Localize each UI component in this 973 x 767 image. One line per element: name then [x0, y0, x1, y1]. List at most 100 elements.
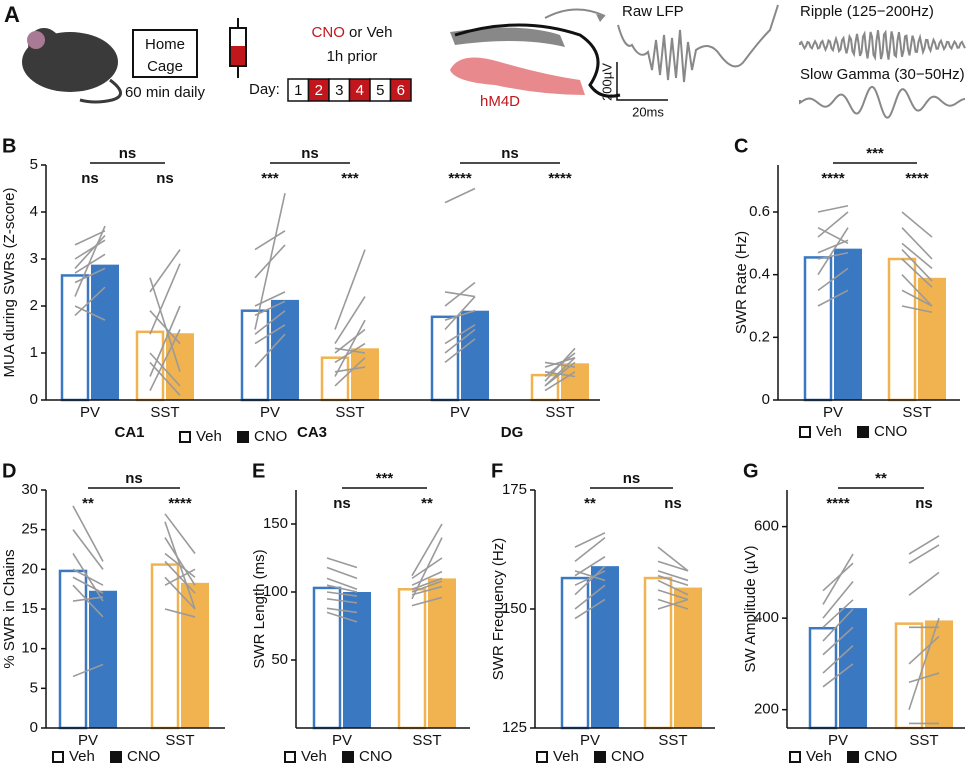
legend-label: Veh — [69, 748, 95, 765]
sig-label: ns — [156, 170, 174, 187]
pair-line — [444, 324, 476, 345]
bar — [89, 590, 117, 728]
y-tick-label: 175 — [502, 481, 527, 498]
y-axis-label: SWR Rate (Hz) — [733, 231, 750, 334]
legend-swatch — [179, 431, 191, 443]
pair-line — [149, 249, 181, 293]
pair-line — [657, 579, 689, 596]
schematic: A Home Cage 60 min daily CNO or Veh 1h p… — [4, 2, 966, 119]
sig-label: **** — [548, 170, 572, 187]
pair-line — [72, 529, 104, 570]
sig-label: *** — [376, 470, 394, 487]
pair-line — [411, 557, 443, 580]
legend-swatch — [857, 426, 869, 438]
pair-line — [657, 560, 689, 572]
x-tick-label: PV — [260, 404, 280, 421]
legend-label: Veh — [196, 428, 222, 445]
syringe-fluid — [231, 46, 245, 65]
y-tick-label: 125 — [502, 719, 527, 736]
panel-letter: B — [2, 135, 16, 157]
x-tick-label: SST — [150, 404, 179, 421]
pair-line — [164, 552, 196, 578]
pair-line — [164, 537, 196, 586]
pair-line — [411, 570, 443, 586]
y-tick-label: 0 — [30, 391, 38, 408]
cage-note: 60 min daily — [125, 84, 206, 101]
bar — [320, 356, 350, 402]
bar — [894, 622, 924, 730]
legend-swatch — [110, 751, 122, 763]
pair-line — [817, 211, 849, 238]
pair-line — [72, 505, 104, 562]
bar — [461, 310, 489, 400]
mouse-ear — [27, 31, 45, 49]
y-tick-label: 15 — [21, 600, 38, 617]
bar — [397, 588, 427, 730]
pair-line — [901, 274, 933, 307]
pair-line — [326, 577, 358, 591]
sig-label: *** — [866, 145, 884, 162]
y-tick-label: 600 — [754, 518, 779, 535]
pair-line — [149, 263, 181, 335]
y-tick-label: 1 — [30, 344, 38, 361]
pair-line — [411, 577, 443, 591]
legend-swatch — [799, 426, 811, 438]
pair-line — [544, 357, 576, 387]
legend-swatch — [536, 751, 548, 763]
pair-line — [72, 663, 104, 678]
scale-bar — [616, 62, 668, 101]
pair-line — [574, 532, 606, 548]
x-tick-label: PV — [332, 732, 352, 749]
legend-label: CNO — [127, 748, 160, 765]
panel-letter: A — [4, 2, 20, 27]
pair-line — [72, 596, 104, 602]
pair-line — [657, 574, 689, 586]
pair-line — [901, 305, 933, 314]
day-number: 6 — [397, 82, 405, 99]
timing: 1h prior — [327, 48, 378, 65]
pair-line — [149, 361, 181, 396]
drug-text: CNO or Veh — [312, 24, 393, 41]
y-axis-label: MUA during SWRs (Z-score) — [1, 187, 18, 377]
x-tick-label: PV — [78, 732, 98, 749]
mouse-tail — [79, 78, 122, 104]
raw-trace — [617, 4, 779, 83]
y-tick-label: 0 — [762, 391, 770, 408]
sig-label: ns — [333, 495, 351, 512]
pair-line — [164, 608, 196, 618]
pair-line — [149, 352, 181, 387]
pair-line — [411, 523, 443, 577]
x-tick-label: SST — [902, 404, 931, 421]
pair-line — [444, 328, 476, 354]
pair-line — [817, 239, 849, 254]
pair-line — [822, 626, 854, 656]
pair-line — [817, 267, 849, 291]
sig-label: ** — [82, 495, 94, 512]
legend-swatch — [594, 751, 606, 763]
pair-line — [72, 568, 104, 586]
bar — [803, 256, 833, 402]
day-box — [389, 78, 412, 102]
y-tick-label: 20 — [21, 560, 38, 577]
pair-line — [411, 585, 443, 596]
pair-line — [164, 576, 196, 610]
x-tick-label: PV — [828, 732, 848, 749]
arrow — [544, 8, 606, 19]
legend-label: CNO — [874, 423, 907, 440]
pair-line — [72, 576, 104, 594]
pair-line — [817, 289, 849, 307]
pair-line — [74, 267, 106, 284]
panel-letter: C — [734, 135, 748, 157]
pair-line — [901, 227, 933, 260]
day-number: 1 — [294, 82, 302, 99]
pair-line — [74, 239, 106, 260]
pair-line — [74, 234, 106, 269]
x-tick-label: PV — [450, 404, 470, 421]
pair-line — [74, 253, 106, 274]
pair-line — [74, 305, 106, 321]
pair-line — [74, 230, 106, 246]
pair-line — [334, 342, 366, 364]
bar — [560, 576, 590, 730]
hm4d-label: hM4D — [480, 93, 520, 110]
